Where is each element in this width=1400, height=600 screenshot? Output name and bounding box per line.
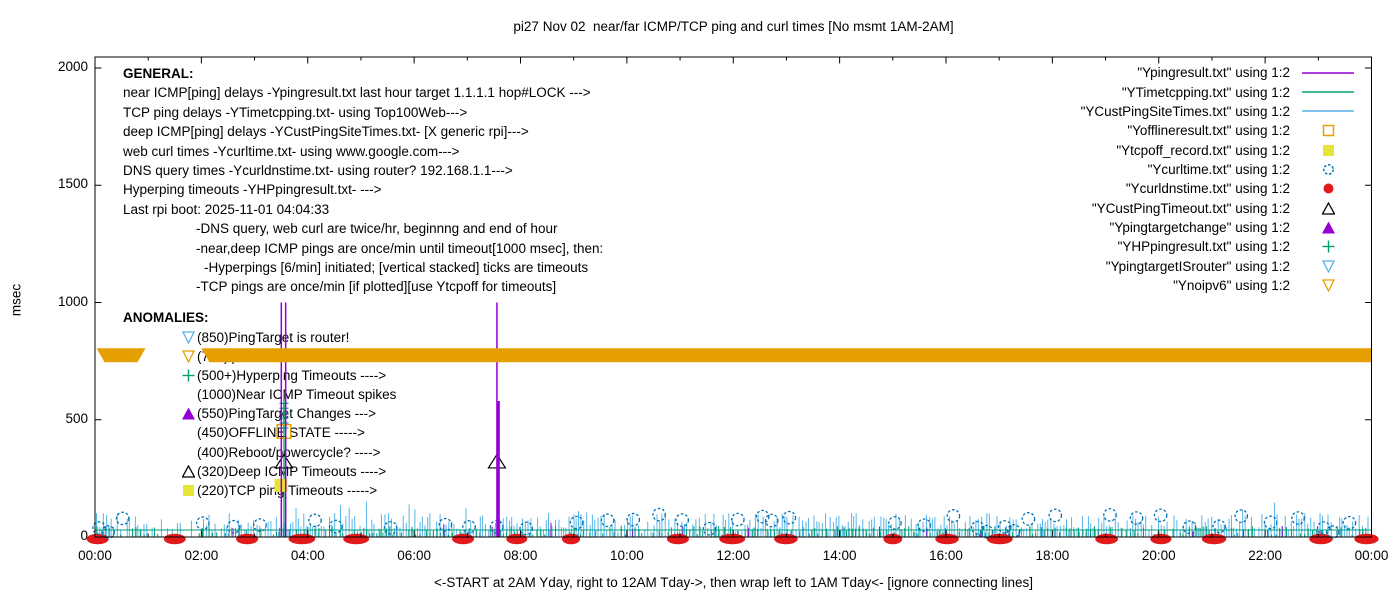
general-line: near ICMP[ping] delays -Ypingresult.txt … [123, 85, 591, 101]
anomaly-row: (1000)Near ICMP Timeout spikes [123, 385, 396, 404]
legend-label: "YCustPingTimeout.txt" using 1:2 [1091, 200, 1290, 216]
anomaly-label: (850)PingTarget is router! [197, 329, 350, 345]
legend-label: "YHPpingresult.txt" using 1:2 [1117, 239, 1290, 255]
y-tick-label: 500 [65, 410, 88, 426]
legend-row: "Yofflineresult.txt" using 1:2 [1081, 121, 1356, 140]
open-triangle-icon [182, 464, 197, 478]
anomaly-row: (320)Deep ICMP Timeouts ----> [123, 462, 396, 481]
general-line: TCP ping delays -YTimetcpping.txt- using… [123, 104, 468, 120]
anomaly-row: (450)OFFLINE STATE -----> [123, 423, 396, 442]
general-header: GENERAL: [123, 66, 194, 81]
open-down-triangle-icon [182, 330, 197, 344]
anomaly-row: (550)PingTarget Changes ---> [123, 404, 396, 423]
chart-title: pi27 Nov 02 near/far ICMP/TCP ping and c… [513, 19, 954, 34]
legend-row: "YHPpingresult.txt" using 1:2 [1081, 237, 1356, 256]
legend-label: "Ycurltime.txt" using 1:2 [1147, 161, 1290, 177]
legend-label: "YpingtargetISrouter" using 1:2 [1105, 258, 1290, 274]
anomaly-label: (450)OFFLINE STATE -----> [197, 425, 365, 441]
legend-label: "YTimetcpping.txt" using 1:2 [1121, 84, 1290, 100]
legend-row: "Ypingtargetchange" using 1:2 [1081, 218, 1356, 237]
general-line: -Hyperpings [6/min] initiated; [vertical… [204, 260, 589, 276]
legend-sample-filled-triangle-icon [1300, 221, 1356, 234]
legend-label: "YCustPingSiteTimes.txt" using 1:2 [1080, 103, 1290, 119]
anomaly-row: (850)PingTarget is router! [123, 327, 396, 346]
legend-sample-open-down-triangle-icon [1300, 279, 1356, 292]
legend-sample-line-icon [1300, 86, 1356, 98]
filled-triangle-icon [182, 407, 197, 420]
anomaly-row: (500+)Hyperping Timeouts ----> [123, 366, 396, 385]
y-tick-label: 1000 [57, 293, 88, 309]
legend-label: "Ynoipv6" using 1:2 [1173, 277, 1290, 293]
plus-icon [182, 369, 197, 382]
y-axis-label: msec [8, 283, 24, 317]
legend: "Ypingresult.txt" using 1:2 "YTimetcpping… [1081, 63, 1356, 295]
legend-row: "Ypingresult.txt" using 1:2 [1081, 63, 1356, 82]
legend-sample-open-square-icon [1300, 124, 1356, 137]
legend-row: "Ycurltime.txt" using 1:2 [1081, 160, 1356, 179]
legend-sample-filled-square-icon [1300, 144, 1356, 157]
x-tick-label: 06:00 [397, 548, 432, 563]
x-axis-footnote: <-START at 2AM Yday, right to 12AM Tday-… [434, 575, 1033, 590]
x-tick-label: 04:00 [290, 548, 325, 563]
anomaly-label: (550)PingTarget Changes ---> [197, 406, 376, 422]
general-line: Last rpi boot: 2025-11-01 04:04:33 [123, 201, 330, 217]
anomaly-label: (400)Reboot/powercycle? ----> [197, 444, 381, 460]
general-line: web curl times -Ycurltime.txt- using www… [123, 143, 460, 159]
y-tick-label: 1500 [57, 176, 88, 192]
x-tick-label: 00:00 [1354, 548, 1389, 563]
x-tick-label: 02:00 [184, 548, 219, 563]
legend-sample-plus-icon [1300, 240, 1356, 253]
general-line: -near,deep ICMP pings are once/min until… [196, 240, 604, 256]
legend-row: "Ycurldnstime.txt" using 1:2 [1081, 179, 1356, 198]
general-line: deep ICMP[ping] delays -YCustPingSiteTim… [123, 124, 529, 140]
general-line: DNS query times -Ycurldnstime.txt- using… [123, 163, 513, 179]
anomaly-label: (1000)Near ICMP Timeout spikes [197, 387, 397, 403]
anomaly-row: (400)Reboot/powercycle? ----> [123, 443, 396, 462]
general-line: -DNS query, web curl are twice/hr, begin… [196, 221, 558, 237]
legend-label: "Ypingtargetchange" using 1:2 [1109, 219, 1290, 235]
x-tick-label: 12:00 [716, 548, 751, 563]
x-tick-label: 18:00 [1035, 548, 1070, 563]
legend-row: "YCustPingTimeout.txt" using 1:2 [1081, 198, 1356, 217]
x-tick-label: 10:00 [609, 548, 644, 563]
legend-sample-open-circle-icon [1300, 163, 1356, 176]
legend-row: "Ynoipv6" using 1:2 [1081, 276, 1356, 295]
legend-row: "Ytcpoff_record.txt" using 1:2 [1081, 140, 1356, 159]
x-tick-label: 14:00 [822, 548, 857, 563]
anomaly-row: (220)TCP ping Timeouts -----> [123, 481, 396, 500]
general-line: Hyperping timeouts -YHPpingresult.txt- -… [123, 182, 382, 198]
x-tick-label: 08:00 [503, 548, 538, 563]
legend-sample-line-icon [1300, 67, 1356, 79]
anomaly-row: (785)ipv6 failed ----> [123, 347, 396, 366]
general-block: GENERAL: near ICMP[ping] delays -Ypingre… [123, 64, 603, 297]
legend-label: "Ypingresult.txt" using 1:2 [1137, 65, 1290, 81]
x-tick-label: 22:00 [1248, 548, 1283, 563]
open-down-triangle-icon [182, 350, 197, 363]
legend-row: "YCustPingSiteTimes.txt" using 1:2 [1081, 102, 1356, 121]
anomaly-label: (320)Deep ICMP Timeouts ----> [197, 463, 387, 479]
legend-label: "Yofflineresult.txt" using 1:2 [1127, 123, 1290, 139]
x-tick-label: 16:00 [929, 548, 963, 563]
legend-label: "Ycurldnstime.txt" using 1:2 [1125, 181, 1290, 197]
legend-row: "YTimetcpping.txt" using 1:2 [1081, 82, 1356, 101]
anomalies-block: ANOMALIES: (850)PingTarget is router! (78… [123, 308, 396, 500]
legend-row: "YpingtargetISrouter" using 1:2 [1081, 256, 1356, 275]
legend-sample-open-down-triangle-icon [1300, 259, 1356, 273]
anomaly-label: (500+)Hyperping Timeouts ----> [197, 367, 387, 383]
anomalies-header: ANOMALIES: [123, 310, 209, 325]
legend-sample-line-icon [1300, 105, 1356, 117]
legend-sample-filled-circle-icon [1300, 182, 1356, 195]
anomaly-label: (785)ipv6 failed ----> [197, 348, 319, 364]
x-tick-label: 00:00 [78, 548, 112, 563]
x-tick-label: 20:00 [1141, 548, 1176, 563]
y-tick-label: 0 [80, 528, 88, 543]
y-tick-label: 2000 [57, 59, 88, 74]
legend-sample-open-triangle-icon [1300, 201, 1356, 215]
anomaly-label: (220)TCP ping Timeouts -----> [197, 483, 378, 498]
filled-square-icon [182, 484, 197, 497]
general-line: -TCP pings are once/min [if plotted][use… [196, 279, 557, 295]
legend-label: "Ytcpoff_record.txt" using 1:2 [1116, 142, 1290, 158]
